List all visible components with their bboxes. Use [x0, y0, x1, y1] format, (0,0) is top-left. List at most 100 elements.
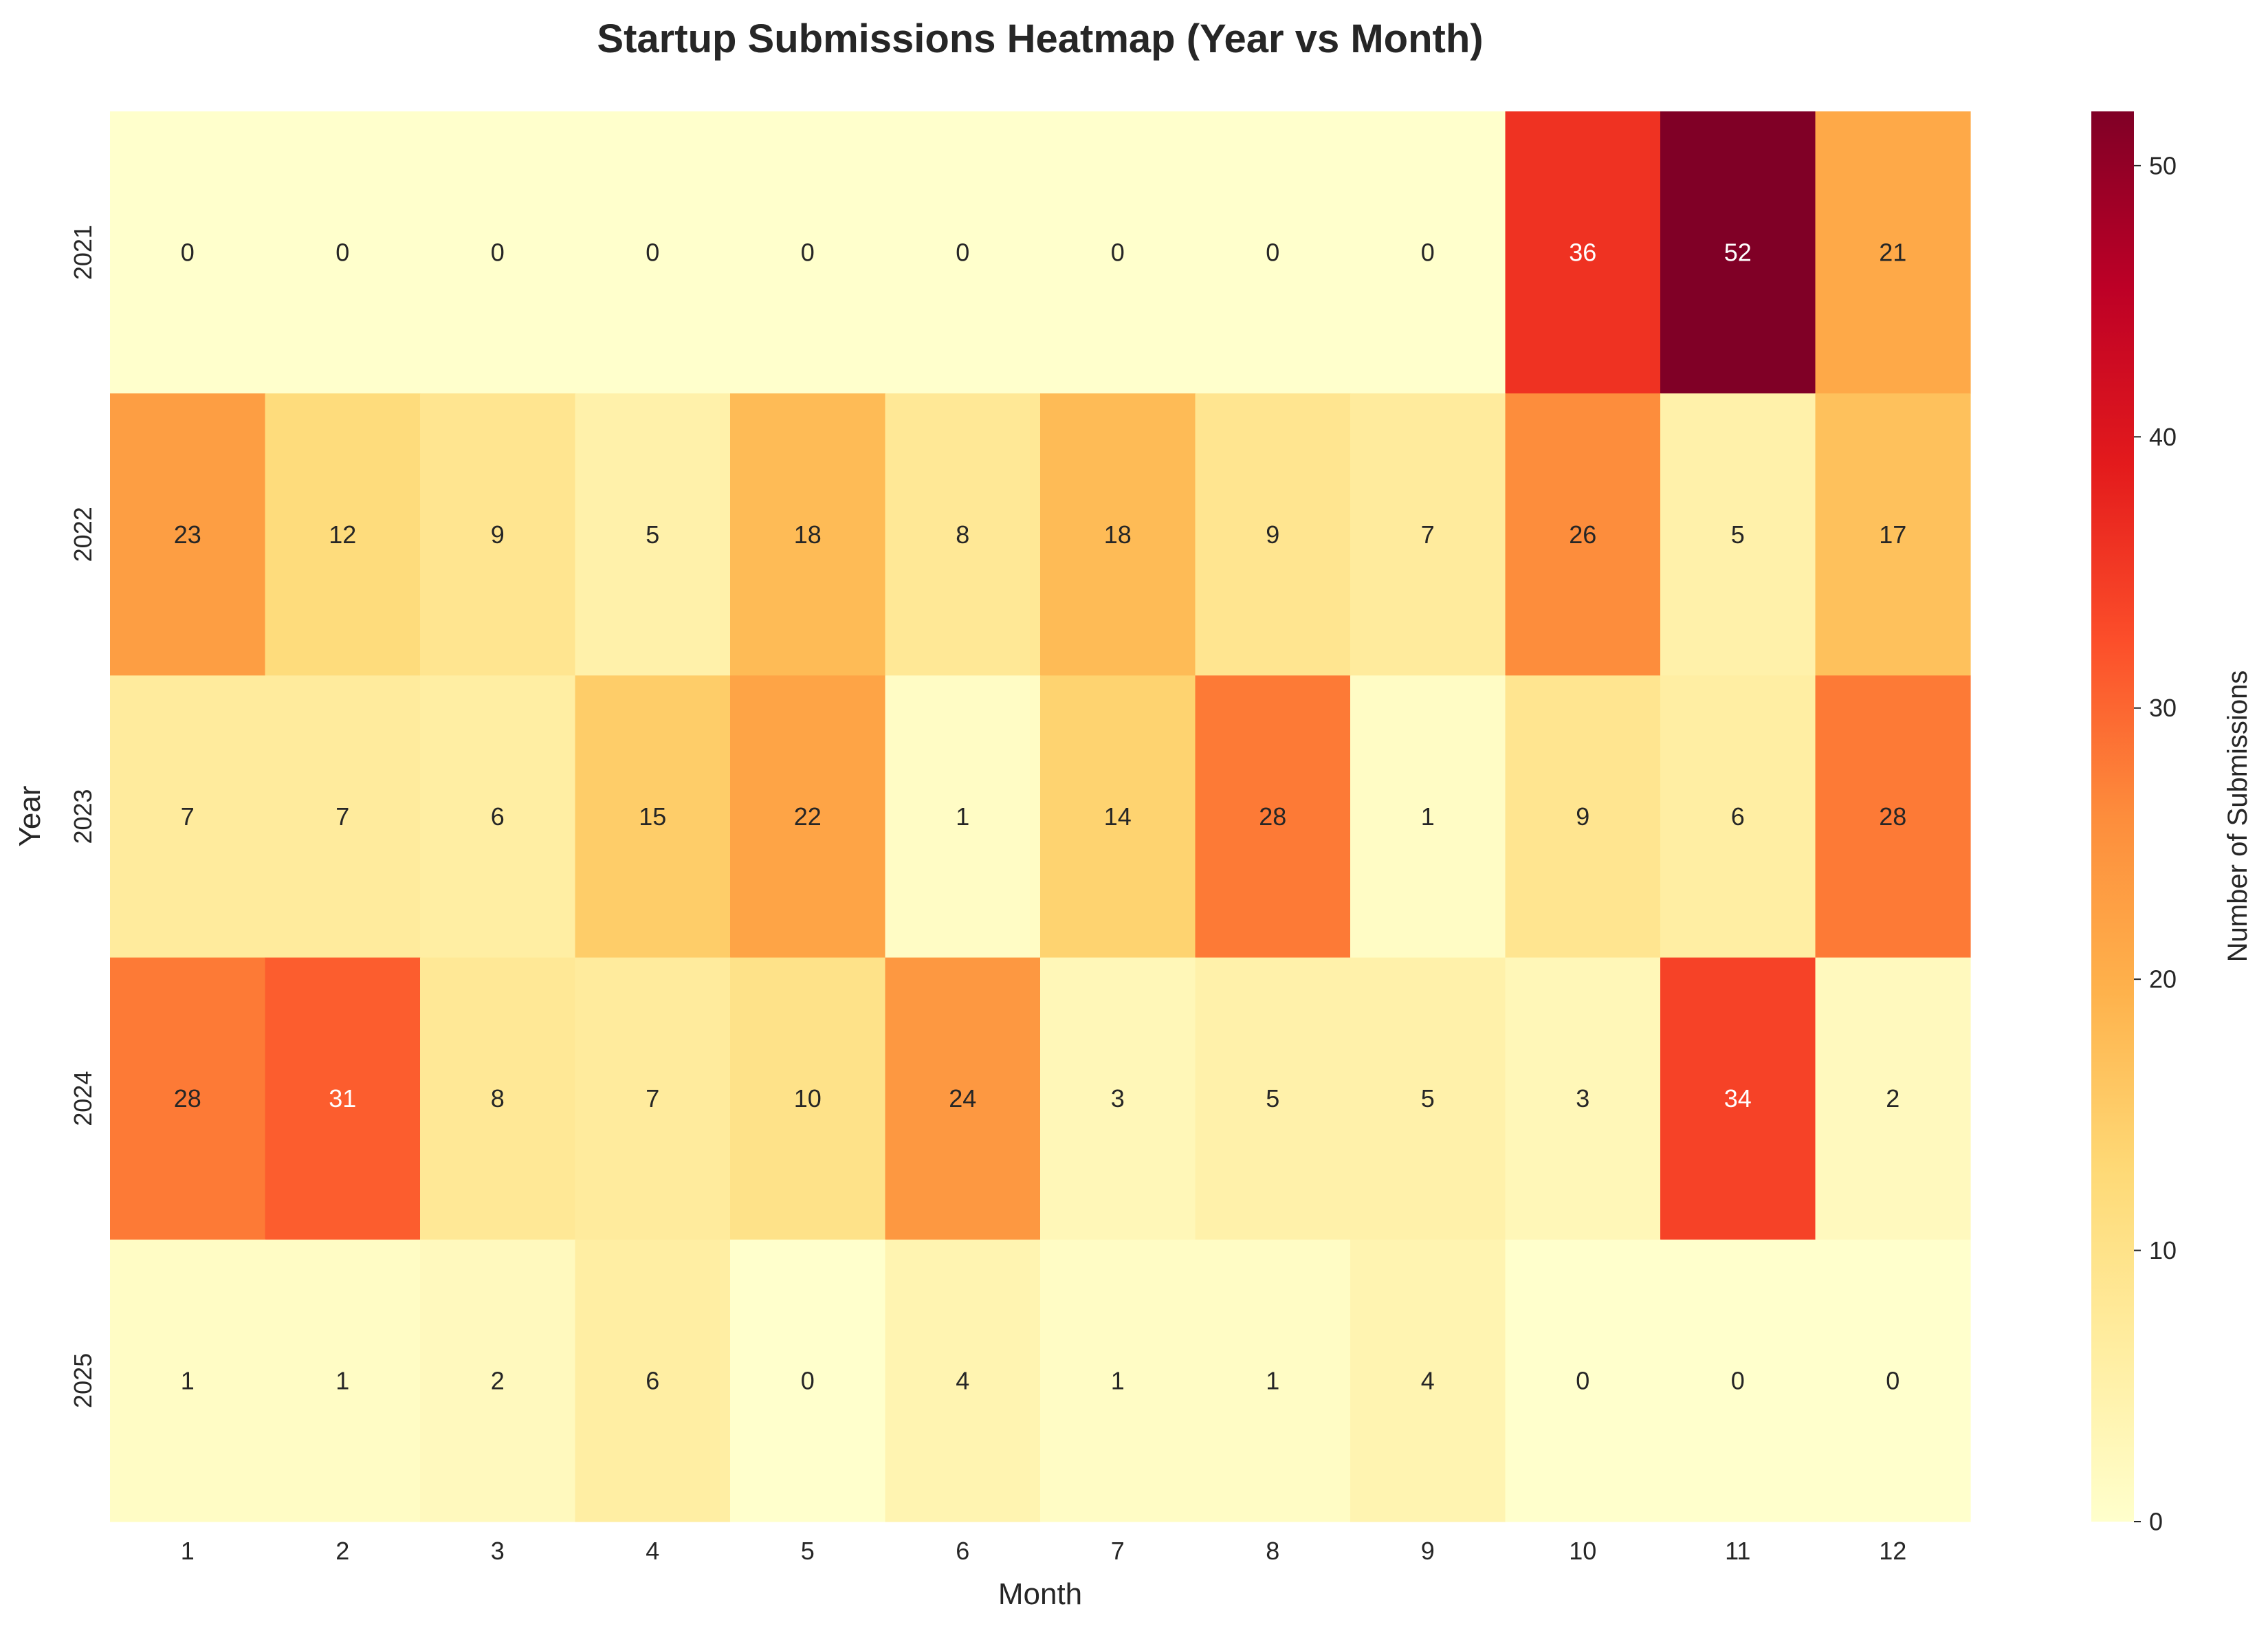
colorbar-tick-label: 0 — [2149, 1508, 2163, 1536]
heatmap-cell — [730, 1239, 886, 1522]
heatmap-cell — [1660, 111, 1816, 394]
heatmap-cell — [1815, 1239, 1971, 1522]
heatmap-cell — [265, 957, 421, 1240]
cell-value-label: 3 — [1111, 1084, 1125, 1113]
y-tick-label: 2024 — [69, 1071, 97, 1126]
cell-value-label: 0 — [801, 239, 815, 267]
cell-value-label: 18 — [794, 520, 822, 549]
heatmap-cell — [1350, 675, 1506, 958]
x-tick-label: 3 — [491, 1537, 505, 1565]
heatmap-cell — [265, 111, 421, 394]
cell-value-label: 0 — [1576, 1366, 1589, 1394]
cell-value-label: 5 — [1731, 520, 1745, 549]
cell-value-label: 2 — [491, 1366, 505, 1394]
cell-value-label: 7 — [335, 802, 349, 831]
heatmap-cell — [575, 393, 731, 676]
heatmap-cell — [1505, 1239, 1661, 1522]
heatmap-cell — [110, 1239, 266, 1522]
cell-value-label: 28 — [174, 1084, 201, 1113]
x-tick-label: 7 — [1111, 1537, 1125, 1565]
cell-value-label: 10 — [794, 1084, 822, 1113]
cell-value-label: 1 — [1266, 1366, 1279, 1394]
heatmap-cell — [730, 675, 886, 958]
cell-value-label: 0 — [491, 239, 505, 267]
cell-value-label: 22 — [794, 802, 822, 831]
cell-value-label: 28 — [1879, 802, 1906, 831]
heatmap-cell — [575, 111, 731, 394]
cell-value-label: 23 — [174, 520, 201, 549]
cell-value-label: 0 — [956, 239, 969, 267]
cell-value-label: 4 — [1421, 1366, 1435, 1394]
colorbar-ticks: 0 10 20 30 40 50 — [2134, 151, 2177, 1536]
cell-value-label: 31 — [329, 1084, 356, 1113]
colorbar-tick-label: 20 — [2149, 965, 2177, 994]
heatmap-cell — [1505, 675, 1661, 958]
heatmap-cells — [110, 111, 1971, 1522]
heatmap-cell — [1350, 1239, 1506, 1522]
x-tick-label: 6 — [956, 1537, 969, 1565]
cell-value-label: 21 — [1879, 239, 1906, 267]
heatmap-cell — [575, 957, 731, 1240]
y-tick-label: 2023 — [69, 789, 97, 844]
heatmap-cell — [1195, 957, 1351, 1240]
heatmap-cell — [885, 1239, 1041, 1522]
x-tick-label: 2 — [335, 1537, 349, 1565]
heatmap-cell — [265, 393, 421, 676]
cell-value-label: 15 — [639, 802, 666, 831]
cell-value-label: 5 — [646, 520, 659, 549]
heatmap-cell — [110, 675, 266, 958]
heatmap-cell — [1350, 111, 1506, 394]
cell-value-label: 0 — [1731, 1366, 1745, 1394]
cell-value-label: 1 — [181, 1366, 195, 1394]
cell-value-label: 12 — [329, 520, 356, 549]
colorbar-tick-label: 30 — [2149, 694, 2177, 722]
cell-value-label: 17 — [1879, 520, 1906, 549]
chart-title: Startup Submissions Heatmap (Year vs Mon… — [597, 17, 1483, 61]
heatmap-cell — [420, 675, 576, 958]
y-axis-label: Year — [13, 786, 47, 847]
cell-value-label: 4 — [956, 1366, 969, 1394]
heatmap-cell — [1040, 393, 1196, 676]
x-axis-label: Month — [998, 1577, 1082, 1611]
heatmap-cell — [1040, 111, 1196, 394]
cell-value-label: 6 — [646, 1366, 659, 1394]
cell-value-label: 36 — [1569, 239, 1596, 267]
heatmap-cell — [1815, 957, 1971, 1240]
heatmap-cell — [1195, 393, 1351, 676]
cell-value-label: 34 — [1724, 1084, 1752, 1113]
heatmap-cell — [1350, 393, 1506, 676]
heatmap-cell — [420, 393, 576, 676]
y-tick-label: 2025 — [69, 1353, 97, 1408]
cell-value-label: 6 — [1731, 802, 1745, 831]
cell-value-label: 8 — [956, 520, 969, 549]
heatmap-cell — [1660, 393, 1816, 676]
heatmap-cell — [885, 675, 1041, 958]
x-tick-label: 11 — [1725, 1537, 1750, 1565]
cell-value-label: 8 — [491, 1084, 505, 1113]
heatmap-cell — [420, 111, 576, 394]
heatmap-cell — [1040, 957, 1196, 1240]
cell-value-label: 1 — [1111, 1366, 1125, 1394]
cell-value-label: 7 — [646, 1084, 659, 1113]
x-tick-label: 5 — [801, 1537, 815, 1565]
cell-value-label: 7 — [1421, 520, 1435, 549]
cell-value-label: 5 — [1421, 1084, 1435, 1113]
cell-value-label: 0 — [1886, 1366, 1900, 1394]
cell-value-label: 14 — [1104, 802, 1132, 831]
cell-value-label: 0 — [335, 239, 349, 267]
colorbar-tick-label: 10 — [2149, 1236, 2177, 1264]
heatmap-cell — [1505, 393, 1661, 676]
heatmap-cell — [110, 111, 266, 394]
heatmap-cell — [1195, 675, 1351, 958]
heatmap-cell — [1660, 957, 1816, 1240]
cell-value-label: 6 — [491, 802, 505, 831]
cell-value-label: 0 — [181, 239, 195, 267]
heatmap-cell — [1350, 957, 1506, 1240]
heatmap-cell — [1505, 957, 1661, 1240]
heatmap-cell — [420, 1239, 576, 1522]
cell-value-label: 28 — [1259, 802, 1286, 831]
cell-value-label: 0 — [646, 239, 659, 267]
y-tick-labels: 2021 2022 2023 2024 2025 — [69, 225, 97, 1408]
cell-value-label: 52 — [1724, 239, 1752, 267]
